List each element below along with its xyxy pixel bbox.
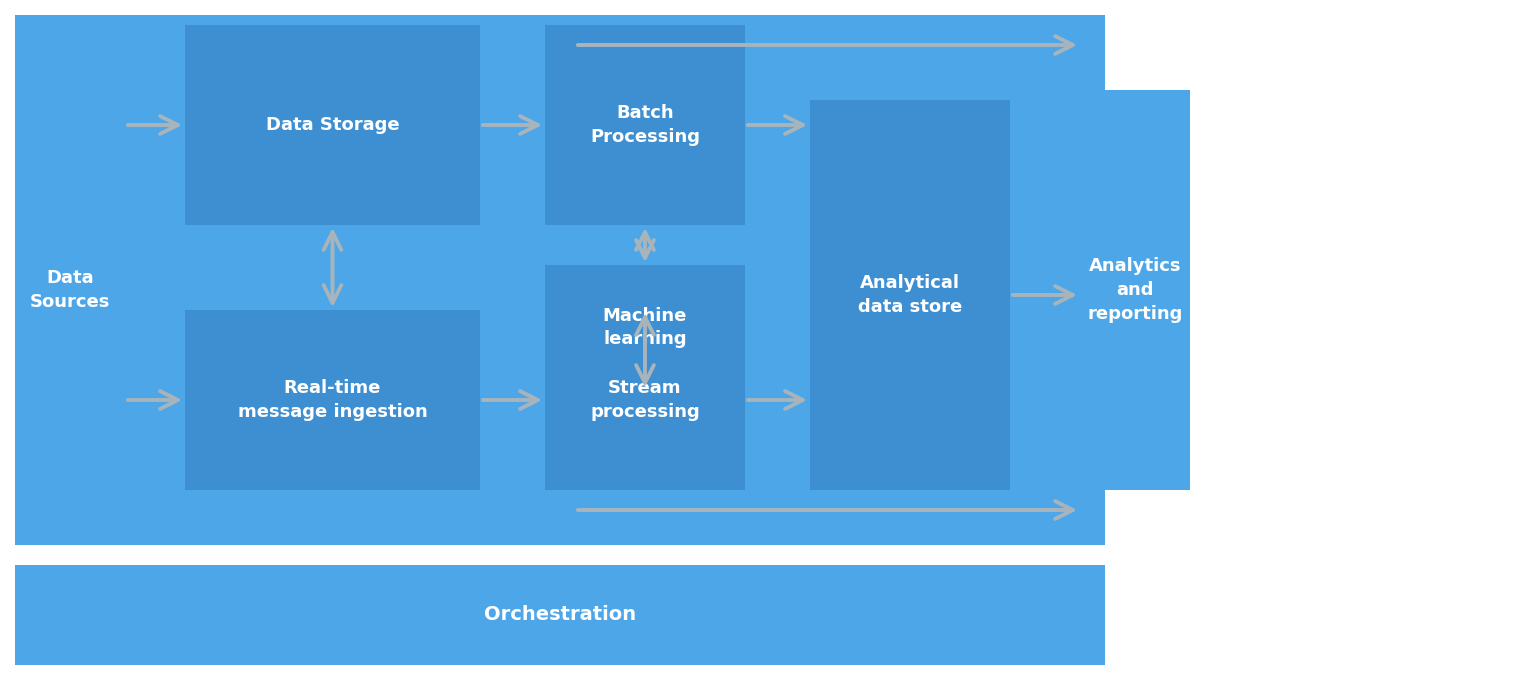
Text: Machine
learning: Machine learning (603, 307, 687, 348)
Bar (15, 15, 1105, 545)
Bar (15, 90, 125, 490)
Bar (185, 310, 480, 490)
Bar (545, 310, 745, 490)
Text: Analytical
data store: Analytical data store (858, 274, 962, 316)
Bar (545, 25, 745, 225)
Bar (545, 265, 745, 390)
Text: Stream
processing: Stream processing (591, 379, 699, 421)
Text: Batch
Processing: Batch Processing (591, 104, 701, 145)
Bar (185, 25, 480, 225)
Text: Data Storage: Data Storage (266, 116, 399, 134)
Bar (809, 100, 1010, 490)
Text: Data
Sources: Data Sources (29, 269, 110, 311)
Text: Analytics
and
reporting: Analytics and reporting (1088, 257, 1183, 322)
Bar (15, 565, 1105, 665)
Bar (1080, 90, 1190, 490)
Text: Real-time
message ingestion: Real-time message ingestion (237, 379, 427, 421)
Text: Orchestration: Orchestration (483, 606, 636, 624)
